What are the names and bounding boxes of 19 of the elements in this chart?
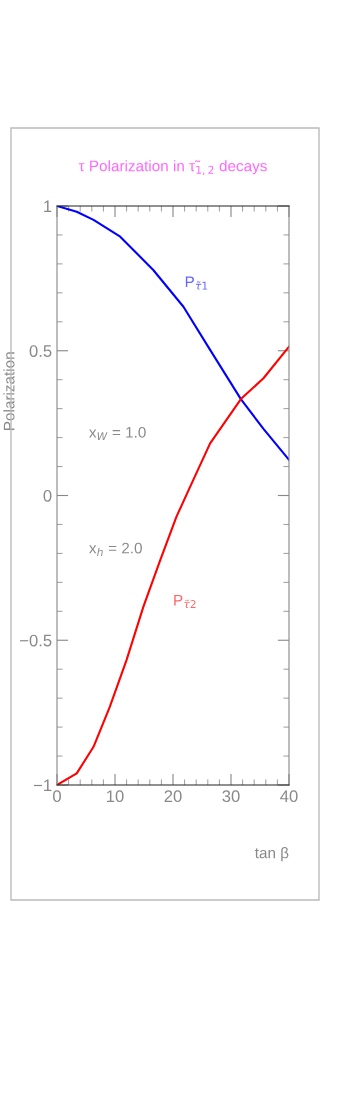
y-tick-label: −1 [33, 779, 52, 792]
x-tick-label: 20 [164, 790, 182, 803]
chart-title: τ Polarization in τ̃$_{1,2}$ decays [78, 160, 267, 175]
y-axis-title: Polarization [3, 352, 15, 430]
x-tick-label: 10 [107, 790, 124, 803]
series-label: P$_{τ̃1}$ [185, 276, 208, 290]
x-tick-label: 30 [222, 790, 240, 803]
x-tick-label: 40 [280, 790, 298, 803]
y-tick-label: 1 [44, 200, 52, 213]
y-tick-label: 0.5 [29, 345, 52, 357]
x-axis-title: tan β [254, 847, 289, 862]
x-tick-label: 0 [53, 790, 61, 803]
series-label: P$_{τ̃2}$ [174, 594, 196, 608]
y-tick-label: 0 [43, 489, 52, 502]
y-tick-label: −0.5 [20, 634, 52, 647]
annotation: x$_{h}$ = 2.0 [89, 542, 142, 556]
line-series [57, 345, 289, 785]
annotation: x$_{W}$ = 1.0 [89, 426, 146, 441]
line-series [57, 206, 289, 461]
